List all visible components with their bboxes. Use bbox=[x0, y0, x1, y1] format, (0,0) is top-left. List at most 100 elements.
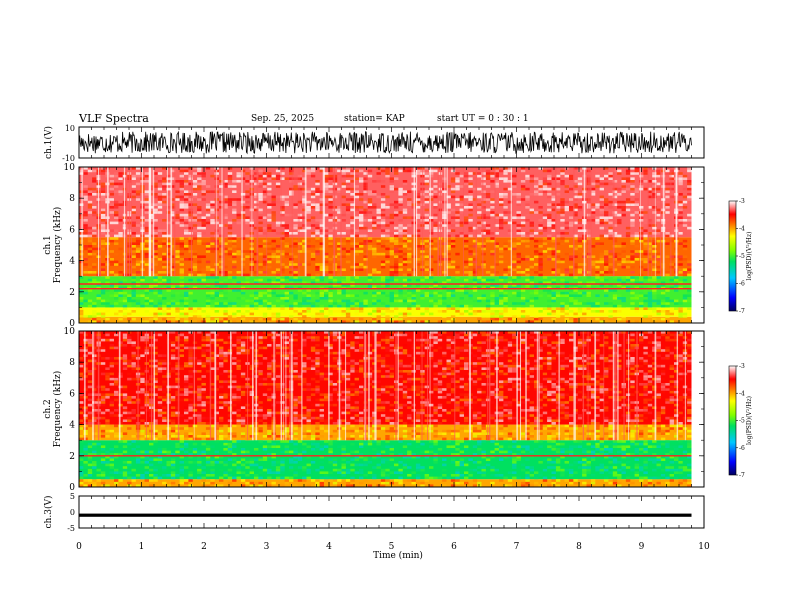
spectrogram-cell bbox=[210, 190, 215, 193]
spectrogram-cell bbox=[223, 271, 228, 274]
spectrogram-cell bbox=[114, 346, 119, 350]
spectrogram-cell bbox=[573, 198, 578, 201]
spectrogram-cell bbox=[599, 177, 604, 180]
spectrogram-cell bbox=[560, 203, 565, 206]
spectrogram-cell bbox=[315, 315, 320, 318]
spectrogram-cell bbox=[258, 180, 263, 183]
spectrogram-cell bbox=[258, 271, 263, 274]
spectrogram-cell bbox=[380, 213, 386, 217]
spectrogram-cell bbox=[354, 307, 359, 310]
spectrogram-cell bbox=[485, 286, 491, 290]
spectrogram-cell bbox=[162, 229, 167, 232]
spectrogram-cell bbox=[490, 291, 495, 295]
spectrogram-cell bbox=[140, 331, 145, 334]
spectrogram-cell bbox=[341, 213, 346, 217]
spectrogram-cell bbox=[179, 333, 184, 337]
spectrogram-cell bbox=[114, 380, 119, 383]
spectrogram-cell bbox=[205, 432, 211, 435]
spectrogram-cell bbox=[310, 167, 316, 170]
spectrogram-cell bbox=[503, 177, 508, 180]
spectrogram-cell bbox=[236, 221, 241, 225]
spectrogram-cell bbox=[394, 278, 399, 282]
spectrogram-cell bbox=[367, 200, 373, 204]
spectrogram-cell bbox=[560, 304, 565, 308]
spectrogram-cell bbox=[337, 273, 342, 277]
spectrogram-cell bbox=[481, 245, 486, 248]
spectrogram-cell bbox=[153, 232, 158, 235]
spectrogram-cell bbox=[179, 435, 184, 438]
spectrogram-cell bbox=[175, 180, 180, 183]
spectrogram-cell bbox=[376, 216, 381, 219]
spectrogram-cell bbox=[682, 224, 688, 227]
spectrogram-cell bbox=[630, 221, 635, 225]
spectrogram-cell bbox=[188, 398, 193, 402]
spectrogram-cell bbox=[105, 435, 110, 438]
spectrogram-cell bbox=[210, 203, 215, 206]
spectrogram-cell bbox=[372, 206, 377, 209]
spectrogram-cell bbox=[92, 359, 97, 363]
spectrogram-cell bbox=[127, 481, 132, 485]
spectrogram-cell bbox=[481, 182, 486, 186]
spectrogram-cell bbox=[227, 174, 233, 178]
spectrogram-cell bbox=[127, 396, 132, 399]
spectrogram-cell bbox=[359, 263, 364, 266]
spectrogram-cell bbox=[328, 195, 333, 199]
spectrogram-cell bbox=[179, 448, 184, 451]
spectrogram-cell bbox=[79, 406, 84, 409]
spectrogram-cell bbox=[153, 226, 158, 230]
spectrogram-cell bbox=[542, 226, 548, 230]
spectrogram-cell bbox=[424, 294, 429, 297]
spectrogram-cell bbox=[131, 224, 136, 227]
spectrogram-cell bbox=[205, 463, 211, 467]
spectrogram-cell bbox=[341, 278, 346, 282]
spectrogram-cell bbox=[586, 278, 591, 282]
spectrogram-cell bbox=[100, 474, 106, 477]
spectrogram-cell bbox=[227, 299, 233, 303]
spectrogram-cell bbox=[385, 320, 390, 323]
spectrogram-cell bbox=[394, 258, 399, 261]
spectrogram-cell bbox=[192, 234, 198, 238]
spectrogram-cell bbox=[114, 203, 119, 206]
spectrogram-cell bbox=[437, 245, 443, 248]
spectrogram-cell bbox=[555, 180, 561, 183]
spectrogram-cell bbox=[665, 219, 670, 222]
spectrogram-cell bbox=[516, 224, 521, 227]
spectrogram-cell bbox=[577, 263, 583, 266]
spectrogram-cell bbox=[271, 200, 276, 204]
spectrogram-cell bbox=[464, 237, 469, 240]
spectrogram-cell bbox=[162, 481, 167, 485]
spectrogram-cell bbox=[192, 195, 198, 199]
spectrogram-cell bbox=[280, 221, 285, 225]
spectrogram-cell bbox=[87, 484, 93, 487]
spectrogram-cell bbox=[79, 364, 84, 368]
spectrogram-cell bbox=[271, 198, 276, 201]
spectrogram-cell bbox=[385, 216, 390, 219]
spectrogram-cell bbox=[271, 281, 276, 284]
spectrogram-cell bbox=[219, 224, 224, 227]
spectrogram-cell bbox=[538, 224, 543, 227]
spectrogram-cell bbox=[367, 304, 373, 308]
spectrogram-cell bbox=[153, 247, 158, 251]
spectrogram-cell bbox=[175, 450, 180, 454]
spectrogram-cell bbox=[131, 289, 136, 292]
spectrogram-cell bbox=[175, 336, 180, 339]
spectrogram-cell bbox=[520, 302, 526, 305]
spectrogram-cell bbox=[219, 304, 224, 308]
spectrogram-cell bbox=[131, 317, 136, 321]
spectrogram-cell bbox=[293, 255, 298, 258]
spectrogram-cell bbox=[162, 187, 167, 191]
spectrogram-cell bbox=[599, 195, 604, 199]
spectrogram-cell bbox=[219, 234, 224, 238]
spectrogram-cell bbox=[254, 297, 259, 300]
spectrogram-cell bbox=[485, 216, 491, 219]
spectrogram-cell bbox=[538, 167, 543, 170]
spectrogram-cell bbox=[569, 289, 574, 292]
spectrogram-cell bbox=[665, 172, 670, 175]
spectrogram-cell bbox=[223, 291, 228, 295]
spectrogram-cell bbox=[643, 180, 648, 183]
spectrogram-cell bbox=[280, 320, 285, 323]
spectrogram-cell bbox=[520, 297, 526, 300]
spectrogram-cell bbox=[520, 310, 526, 313]
spectrogram-cell bbox=[652, 239, 657, 243]
spectrogram-cell bbox=[127, 284, 132, 287]
